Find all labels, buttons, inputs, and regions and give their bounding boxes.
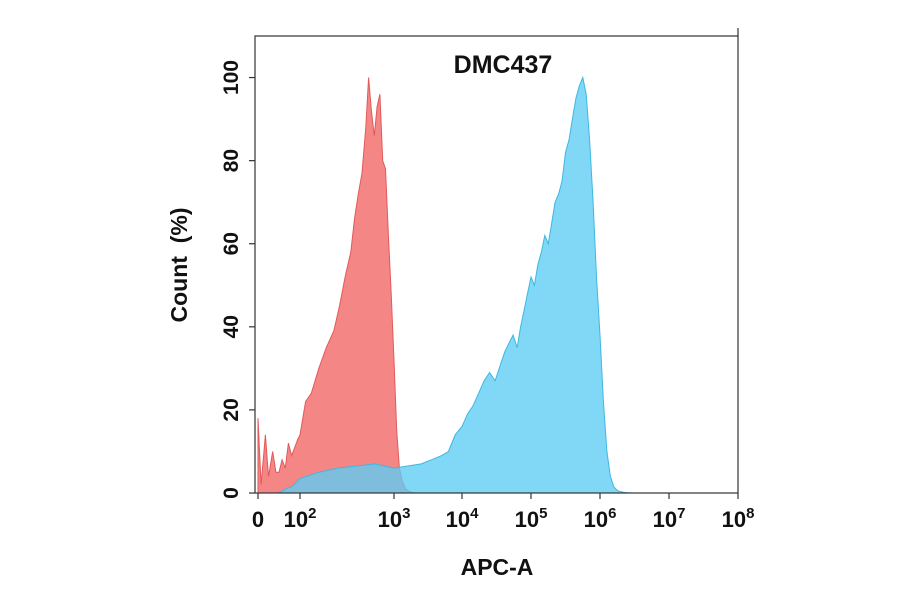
series-layer	[257, 75, 635, 494]
y-axis-title: Count (%)	[166, 208, 192, 323]
y-tick-label: 40	[220, 315, 243, 338]
x-tick-label: 106	[584, 505, 617, 532]
x-tick-label: 108	[722, 505, 755, 532]
x-axis-title: APC-A	[461, 554, 534, 580]
y-axis: 0 20 40 60 80 100	[220, 60, 255, 499]
x-tick-label: 104	[446, 505, 479, 532]
y-tick-label: 0	[220, 487, 243, 499]
x-tick-label: 0	[252, 507, 264, 532]
y-tick-label: 20	[220, 398, 243, 421]
y-tick-label: 100	[220, 60, 243, 95]
series-area-1	[257, 77, 416, 494]
x-tick-label: 103	[378, 505, 411, 532]
x-axis: 0 102 103 104 105 106 107 108	[252, 493, 755, 532]
plot-frame	[254, 35, 739, 494]
y-tick-label: 80	[220, 149, 243, 172]
x-tick-label: 105	[515, 505, 548, 532]
x-tick-label: 102	[284, 505, 317, 532]
series-area-2	[278, 75, 635, 494]
chart-title: DMC437	[454, 51, 553, 79]
y-tick-label: 60	[220, 232, 243, 255]
x-tick-label: 107	[653, 505, 686, 532]
